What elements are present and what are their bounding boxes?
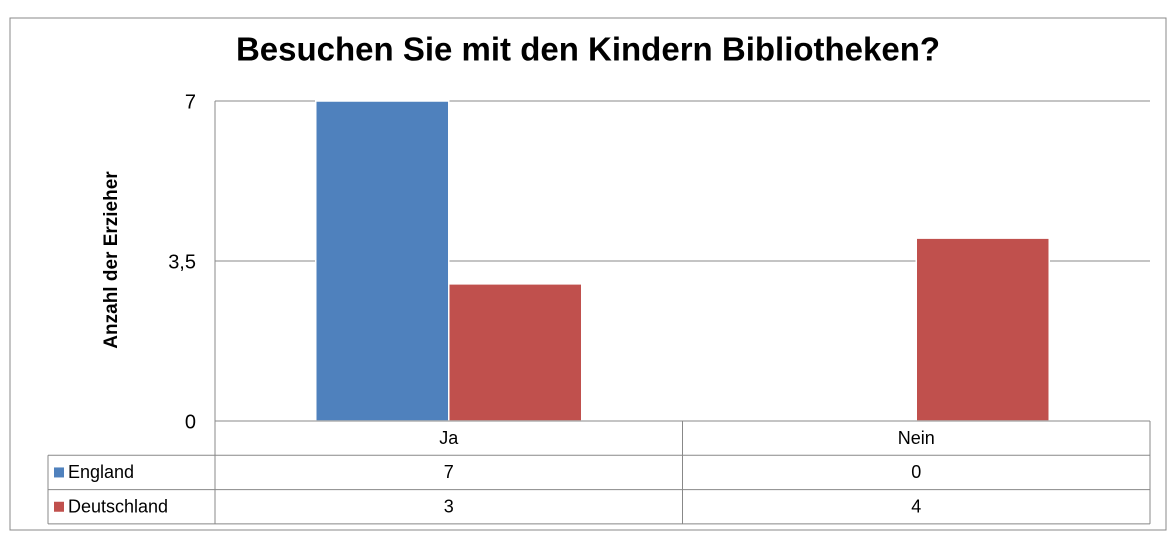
y-tick-label: 7 [185, 91, 196, 113]
table-value: 3 [444, 497, 454, 517]
x-tick-label: Ja [439, 428, 459, 448]
x-tick-label: Nein [898, 428, 935, 448]
legend-label: Deutschland [68, 497, 168, 517]
bar [315, 100, 450, 422]
bar [448, 283, 583, 422]
chart-title: Besuchen Sie mit den Kindern Bibliotheke… [236, 31, 940, 68]
y-tick-label: 3,5 [168, 251, 196, 273]
table-value: 4 [911, 497, 921, 517]
y-tick-label: 0 [185, 411, 196, 433]
table-value: 0 [911, 462, 921, 482]
table-value: 7 [444, 462, 454, 482]
legend-key [54, 467, 64, 478]
legend-label: England [68, 462, 134, 482]
legend-key [54, 501, 64, 512]
y-axis-label: Anzahl der Erzieher [101, 171, 122, 349]
bar [915, 237, 1050, 422]
